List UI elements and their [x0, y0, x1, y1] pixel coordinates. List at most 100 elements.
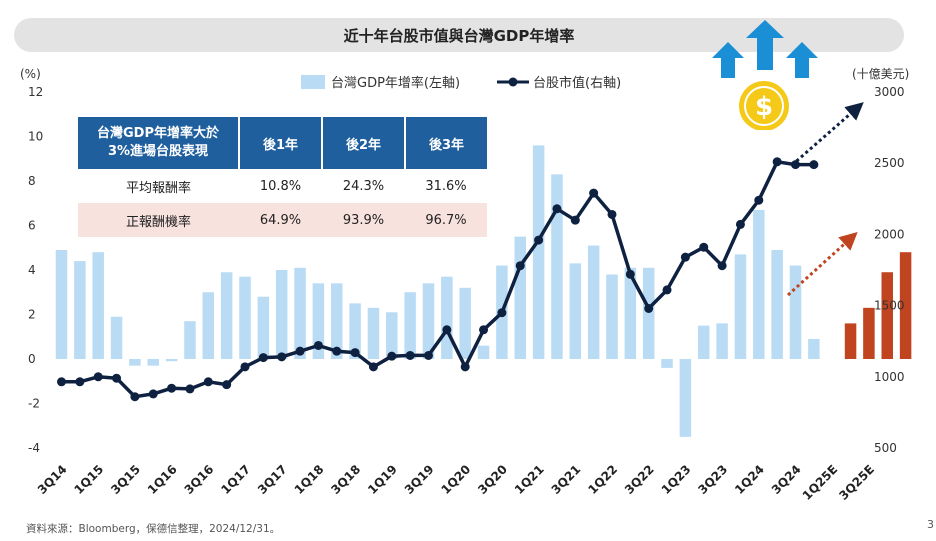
gdp-bar	[294, 267, 306, 359]
market-cap-point	[295, 346, 305, 356]
market-cap-point	[515, 261, 525, 271]
gdp-bar	[753, 209, 765, 359]
gdp-bar	[514, 236, 526, 359]
legend-bar-label: 台灣GDP年增率(左軸)	[331, 76, 461, 91]
gdp-bar	[459, 287, 471, 359]
table-cell: 24.3%	[322, 169, 405, 203]
right-axis-unit: (十億美元)	[852, 67, 909, 81]
x-tick-label: 3Q21	[549, 462, 584, 497]
left-tick-label: 8	[28, 174, 36, 188]
table-cell: 10.8%	[239, 169, 322, 203]
x-tick-label: 3Q20	[475, 462, 510, 497]
gdp-bar	[698, 325, 710, 359]
market-cap-point	[460, 362, 470, 372]
table-cell: 正報酬機率	[78, 203, 239, 237]
market-cap-point	[93, 372, 103, 382]
market-cap-point	[313, 340, 323, 350]
right-tick-label: 3000	[874, 85, 905, 99]
gdp-bar	[422, 283, 435, 359]
gdp-bar	[74, 261, 86, 359]
x-tick-label: 3Q22	[622, 462, 657, 497]
performance-table: 台灣GDP年增率大於 3%進場台股表現 後1年 後2年 後3年 平均報酬率 10…	[78, 117, 487, 237]
left-tick-label: 6	[28, 219, 36, 233]
forecast-bar	[899, 252, 912, 359]
market-cap-point	[479, 325, 489, 335]
x-tick-label: 1Q20	[438, 462, 473, 497]
gdp-bar	[606, 274, 618, 359]
gdp-bar	[624, 267, 637, 359]
market-cap-point	[497, 308, 507, 318]
source-note: 資料來源：Bloomberg，保德信整理，2024/12/31。	[26, 523, 281, 535]
x-tick-label: 1Q24	[732, 462, 767, 497]
gdp-bar	[734, 254, 747, 359]
x-tick-label: 1Q18	[292, 462, 327, 497]
gdp-bar	[532, 145, 545, 359]
market-cap-point	[644, 303, 654, 313]
gdp-bar	[771, 249, 783, 359]
table-cell: 93.9%	[322, 203, 405, 237]
table-header-row: 台灣GDP年增率大於 3%進場台股表現 後1年 後2年 後3年	[78, 117, 487, 169]
market-cap-point	[607, 209, 617, 219]
left-tick-label: 0	[28, 352, 36, 366]
gdp-bar	[386, 312, 398, 359]
table-header-cell: 後2年	[322, 117, 406, 169]
gdp-bar	[569, 263, 582, 359]
market-cap-point	[699, 242, 709, 252]
gdp-bar	[661, 359, 673, 368]
market-cap-point	[405, 350, 415, 360]
page-number: 3	[927, 518, 934, 531]
gdp-bar	[239, 276, 251, 359]
x-tick-label: 3Q18	[328, 462, 363, 497]
right-tick-label: 2500	[874, 156, 905, 170]
legend-bar-swatch	[301, 75, 325, 89]
forecast-bar	[881, 272, 893, 359]
x-tick-label: 3Q25E	[836, 462, 877, 503]
gdp-bar	[477, 345, 490, 359]
gdp-bar	[129, 359, 141, 366]
market-cap-point	[809, 160, 819, 170]
market-cap-point	[717, 261, 727, 271]
market-cap-point	[680, 252, 690, 262]
gdp-bar	[642, 267, 655, 359]
market-cap-point	[240, 362, 250, 372]
market-cap-point	[368, 362, 378, 372]
x-tick-label: 1Q16	[145, 462, 180, 497]
gdp-bar	[551, 174, 563, 359]
money-growth-illustration: $	[712, 20, 818, 130]
left-tick-label: 12	[28, 85, 43, 99]
dollar-coin-icon: $	[739, 81, 789, 130]
left-tick-label: 10	[28, 130, 43, 144]
market-cap-point	[148, 389, 158, 399]
x-tick-label: 1Q15	[71, 462, 106, 497]
table-cell: 31.6%	[405, 169, 487, 203]
market-cap-point	[185, 384, 195, 394]
x-tick-label: 1Q21	[512, 462, 547, 497]
market-cap-point	[570, 215, 580, 225]
x-tick-label: 3Q16	[182, 462, 217, 497]
table-cell: 64.9%	[239, 203, 322, 237]
table-row: 平均報酬率 10.8% 24.3% 31.6%	[78, 169, 487, 203]
gdp-bar	[202, 292, 215, 359]
x-tick-label: 1Q22	[585, 462, 620, 497]
gdp-bar	[367, 307, 380, 359]
table-row: 正報酬機率 64.9% 93.9% 96.7%	[78, 203, 487, 237]
svg-text:$: $	[755, 92, 773, 122]
x-tick-label: 3Q17	[255, 462, 290, 497]
gdp-bar	[716, 323, 728, 359]
market-cap-point	[735, 219, 745, 229]
left-tick-label: -4	[28, 441, 40, 455]
gdp-bar	[679, 359, 692, 437]
gdp-bar	[110, 316, 123, 359]
gdp-bar	[92, 252, 104, 359]
x-tick-label: 3Q19	[402, 462, 437, 497]
forecast-arrow-blue	[791, 102, 864, 167]
forecast-bar	[863, 307, 875, 359]
table-cell: 平均報酬率	[78, 169, 239, 203]
market-cap-point	[754, 195, 764, 205]
gdp-bar	[257, 296, 270, 359]
market-cap-point	[203, 377, 213, 387]
market-cap-point	[589, 188, 599, 198]
table-cell: 96.7%	[405, 203, 487, 237]
gdp-bar	[349, 303, 361, 359]
